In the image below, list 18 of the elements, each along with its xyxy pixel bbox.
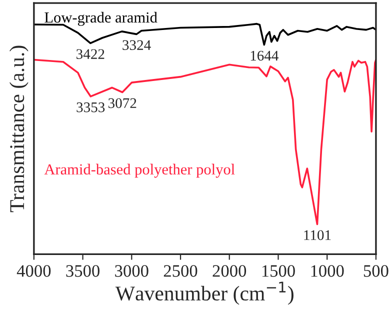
annotation: 3072 xyxy=(108,98,136,108)
x-tick-label: 1500 xyxy=(262,265,295,277)
series-label: Low-grade aramid xyxy=(44,12,158,26)
annotation: 3324 xyxy=(122,40,151,50)
annotation: 3353 xyxy=(76,102,105,112)
x-tick-label: 2500 xyxy=(164,265,198,277)
x-tick-label: 1000 xyxy=(311,265,344,277)
x-axis-title: Wavenumber (cm$^{−1}$) xyxy=(115,282,294,305)
x-tick-label: 2000 xyxy=(212,265,246,277)
y-axis-title: Transmittance (a.u.) xyxy=(9,46,28,212)
x-tick-label: 500 xyxy=(364,265,388,277)
x-tick-label: 4000 xyxy=(16,265,51,277)
annotation: 1101 xyxy=(304,230,331,240)
annotation: 3422 xyxy=(76,49,104,59)
x-tick-label: 3500 xyxy=(66,265,100,277)
annotation: 1644 xyxy=(250,50,279,61)
x-tick-label: 3000 xyxy=(115,265,148,277)
text: Aramid-based polyether polyol xyxy=(44,164,235,178)
